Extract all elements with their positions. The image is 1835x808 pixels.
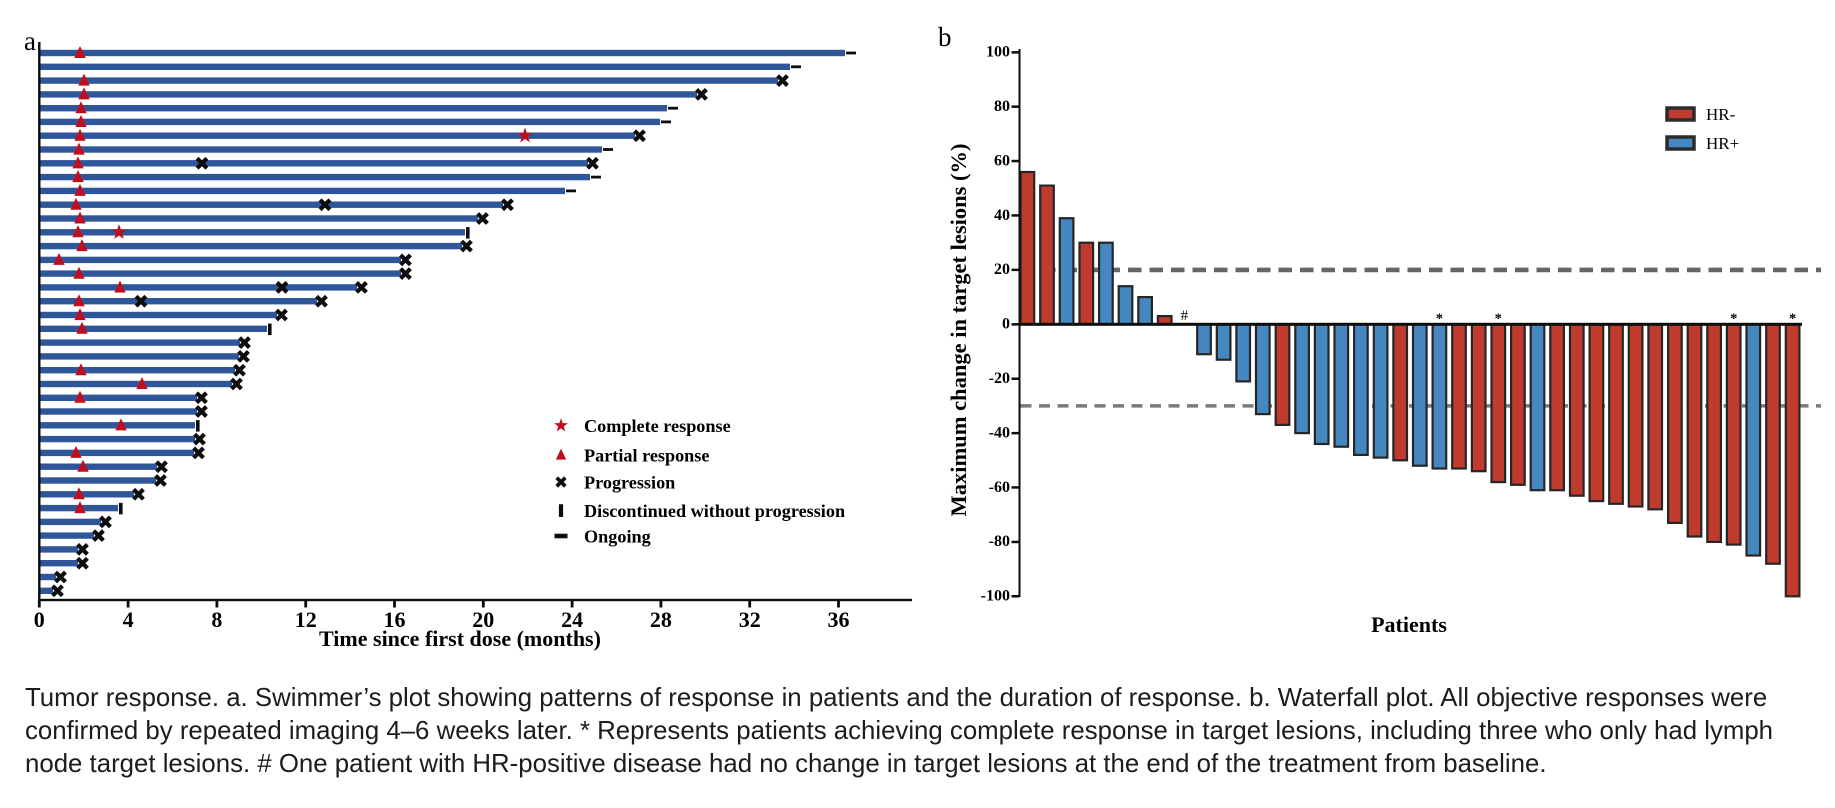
svg-text:HR+: HR+ (1706, 134, 1739, 153)
svg-text:24: 24 (561, 607, 583, 632)
svg-text:-60: -60 (989, 479, 1010, 496)
svg-text:*: * (1730, 311, 1737, 327)
svg-text:20: 20 (994, 261, 1010, 278)
svg-text:-80: -80 (989, 533, 1010, 550)
svg-text:0: 0 (34, 607, 45, 632)
svg-text:60: 60 (994, 152, 1010, 169)
svg-text:Complete response: Complete response (584, 416, 731, 436)
svg-text:40: 40 (994, 207, 1010, 224)
svg-text:a: a (24, 26, 36, 56)
svg-text:Progression: Progression (584, 473, 675, 493)
svg-text:b: b (938, 22, 952, 52)
svg-text:-40: -40 (989, 424, 1010, 441)
svg-text:80: 80 (994, 98, 1010, 115)
svg-text:Ongoing: Ongoing (584, 527, 651, 547)
svg-text:12: 12 (295, 607, 317, 632)
svg-text:-100: -100 (981, 588, 1010, 605)
svg-text:8: 8 (211, 607, 222, 632)
svg-text:Discontinued without progressi: Discontinued without progression (584, 501, 845, 521)
svg-text:0: 0 (1002, 316, 1010, 333)
svg-text:Partial response: Partial response (584, 446, 709, 466)
svg-text:36: 36 (828, 607, 850, 632)
svg-text:Patients: Patients (1371, 612, 1447, 637)
svg-text:16: 16 (384, 607, 406, 632)
svg-text:*: * (1436, 311, 1443, 327)
svg-text:*: * (1495, 311, 1502, 327)
svg-text:28: 28 (650, 607, 672, 632)
svg-text:4: 4 (123, 607, 134, 632)
svg-text:-20: -20 (989, 370, 1010, 387)
svg-text:*: * (1789, 311, 1796, 327)
svg-text:20: 20 (472, 607, 494, 632)
svg-text:100: 100 (986, 44, 1010, 61)
svg-text:32: 32 (739, 607, 761, 632)
svg-text:Time since first dose (months): Time since first dose (months) (319, 626, 601, 651)
svg-text:#: # (1181, 308, 1189, 324)
svg-text:HR-: HR- (1706, 105, 1736, 124)
svg-text:Maximum change in target lesio: Maximum change in target lesions (%) (946, 143, 971, 516)
